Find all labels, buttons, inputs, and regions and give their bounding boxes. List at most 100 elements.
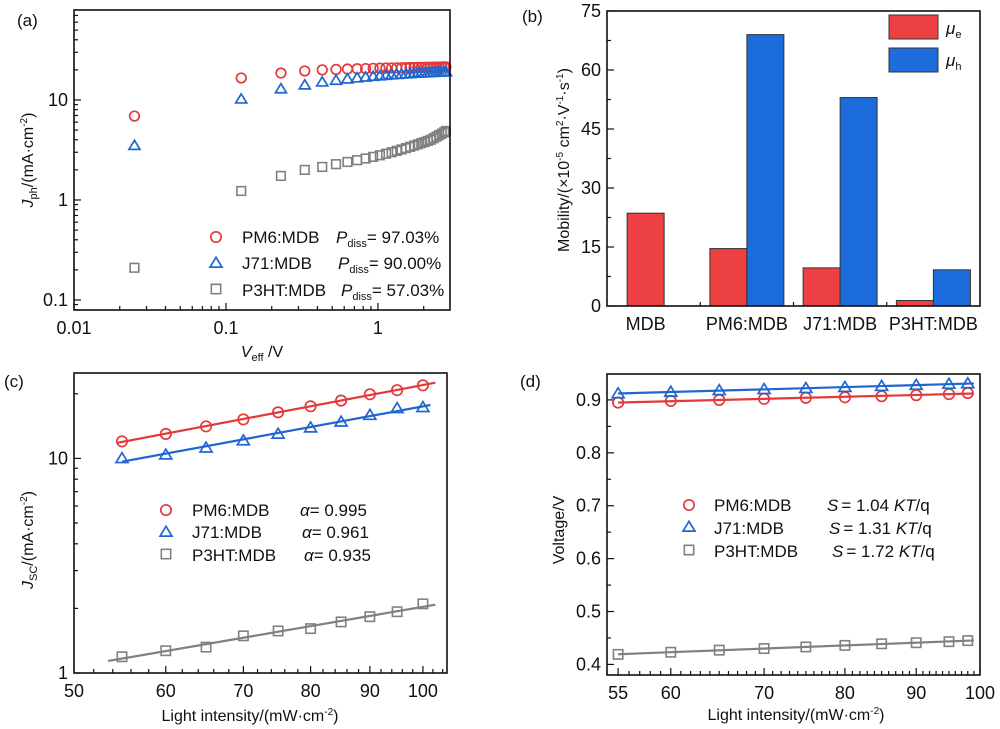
data-point (335, 616, 347, 628)
data-point (237, 413, 250, 426)
data-point (305, 623, 317, 635)
panel-c-legend: PM6:MDB α= 0.995 J71:MDB α= 0.961 P3HT:M… (158, 501, 371, 565)
data-point (272, 406, 285, 419)
data-point (416, 379, 429, 392)
data-point (412, 139, 423, 150)
data-point (350, 71, 365, 83)
data-point (330, 63, 342, 76)
data-point (610, 386, 626, 399)
legend-label-pm6: PM6:MDB (242, 228, 319, 247)
data-point (235, 72, 247, 84)
x-tick-label: 1 (373, 318, 383, 338)
x-tick-label: 80 (835, 683, 855, 703)
data-point (391, 606, 403, 618)
panel-b-y-axis-title: Mobility/(×10-5 cm2·V-1·s-1) (555, 68, 573, 252)
legend-marker (210, 283, 222, 295)
series-j71-mdb (114, 399, 431, 464)
panel-label-b: (b) (522, 7, 543, 26)
data-point (158, 447, 174, 460)
legend-marker (160, 548, 172, 560)
y-tick-label: 1 (58, 663, 68, 683)
panel-d-y-axis-title: Voltage/V (551, 495, 568, 564)
x-tick-label: 55 (608, 683, 628, 703)
y-tick-label: 0.6 (576, 549, 601, 569)
data-point (417, 598, 429, 610)
fit-line (618, 639, 974, 656)
series-pm6-mdb (612, 386, 974, 409)
panel-c-x-axis-title: Light intensity/(mW·cm-2) (162, 707, 339, 725)
fit-line (618, 382, 974, 395)
data-point (304, 400, 317, 413)
bar-e-pm6-mdb (709, 248, 748, 307)
legend-label-p3ht: P3HT:MDB (714, 542, 798, 561)
panel-a-plot-frame (73, 9, 451, 311)
series-p3ht-mdb (129, 125, 452, 273)
data-point (115, 435, 129, 448)
panel-b-mobility-bars: (b) 0 15 30 45 60 75 MDB PM6:MDB J71:MDB P3HT:MDB… (522, 1, 981, 334)
legend-label-pm6: PM6:MDB (714, 496, 791, 515)
data-point (127, 138, 142, 151)
data-point (711, 383, 727, 396)
legend-marker (683, 544, 695, 556)
data-point (275, 67, 287, 79)
data-point (303, 420, 319, 433)
legend-item-p3ht: P3HT:MDB Pdiss= 57.03% (210, 281, 444, 303)
panel-c-plot-frame (73, 372, 448, 674)
panel-a-legend: PM6:MDB Pdiss= 97.03% J71:MDB Pdiss= 90.… (208, 228, 444, 303)
panel-b-bars (626, 34, 971, 307)
legend-value-j71: S = 1.31 KT/q (829, 519, 932, 538)
legend-marker (681, 519, 697, 532)
panel-c-y-axis-title: JSC/(mA·cm-2) (19, 491, 40, 590)
legend-marker (209, 230, 223, 244)
legend-swatch-mu-h (888, 47, 939, 73)
legend-marker (158, 524, 174, 537)
data-point (342, 156, 353, 168)
data-point (438, 64, 453, 77)
legend-marker-square-icon (160, 548, 172, 560)
data-point (234, 92, 249, 104)
panel-a-ticks: 0.01 0.1 1 0.1 1 10 (43, 14, 425, 338)
data-point (237, 630, 249, 642)
bar-h-pm6-mdb (746, 34, 785, 307)
panel-d-x-axis-title: Light intensity/(mW·cm-2) (708, 706, 885, 724)
data-point (713, 644, 725, 656)
x-tick-label: 70 (233, 681, 253, 701)
panel-a-x-axis-title: Veff /V (241, 344, 284, 364)
y-tick-label: 0.9 (576, 390, 601, 410)
data-point (340, 72, 355, 84)
legend-marker-circle-icon (159, 503, 173, 517)
data-point (374, 150, 386, 161)
data-point (758, 643, 770, 655)
legend-marker-triangle-icon (681, 519, 697, 532)
x-tick-label: 100 (965, 683, 995, 703)
data-point (358, 70, 373, 82)
y-tick-label: 15 (581, 237, 601, 257)
panel-d-ticks: 55 60 70 80 90 100 0.4 0.5 0.6 0.7 0.8 0.9 (576, 390, 995, 703)
data-point (159, 427, 172, 440)
data-point (352, 155, 363, 166)
panel-d-marks (610, 376, 976, 660)
data-point (439, 127, 450, 138)
series-j71-mdb (127, 64, 453, 151)
legend-marker-circle-icon (682, 498, 696, 512)
data-point (270, 426, 286, 439)
legend-label-j71: J71:MDB (242, 254, 312, 273)
data-point (316, 64, 328, 76)
y-tick-label: 0.5 (576, 602, 601, 622)
data-point (943, 636, 955, 648)
x-tick-label: 50 (64, 681, 84, 701)
x-tick-label: 100 (408, 681, 438, 701)
y-tick-label: 45 (581, 119, 601, 139)
legend-marker (159, 503, 173, 517)
y-tick-label: 10 (48, 448, 68, 468)
panel-a-y-axis-title: Jph/(mA·cm-2) (19, 113, 40, 209)
data-point (380, 148, 392, 159)
legend-value-j71: Pdiss= 90.00% (338, 254, 441, 276)
data-point (389, 401, 405, 414)
data-point (200, 641, 212, 653)
data-point (374, 62, 386, 74)
legend-label-j71: J71:MDB (192, 523, 262, 542)
y-tick-label: 75 (581, 1, 601, 21)
